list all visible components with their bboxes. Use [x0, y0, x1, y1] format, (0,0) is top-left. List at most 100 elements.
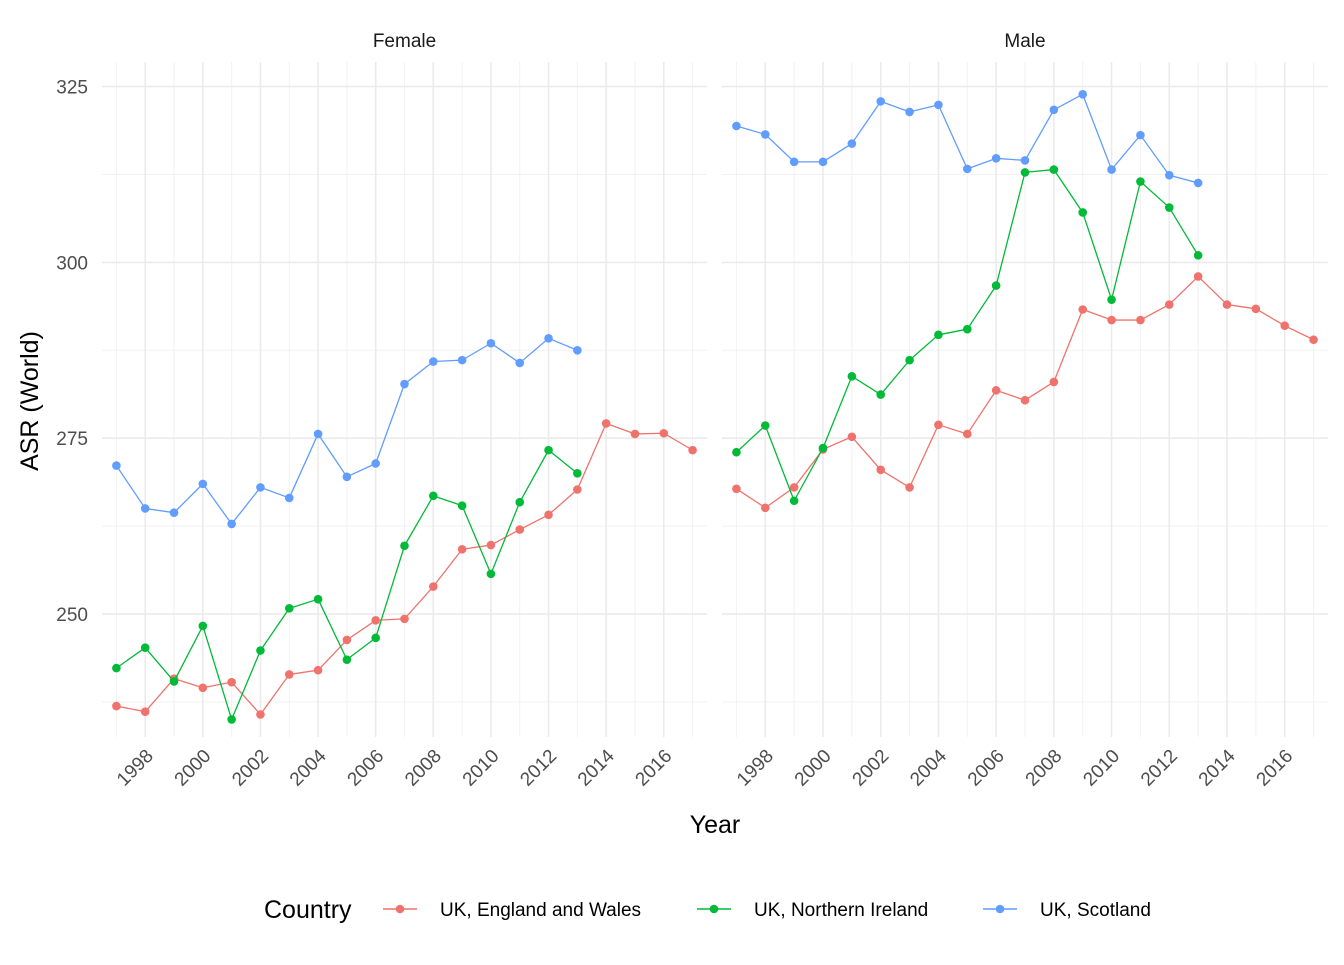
data-point — [198, 683, 208, 693]
x-tick-label: 1998 — [113, 746, 158, 791]
data-point — [457, 501, 467, 510]
panels-layer: Female 1998 2000 2002 2004 2006 2008 2010 2012 20… — [56, 31, 1328, 790]
data-point — [847, 432, 857, 442]
data-point — [140, 643, 150, 653]
data-point — [429, 491, 438, 501]
data-point — [486, 540, 496, 550]
data-point — [630, 429, 640, 439]
legend-label: UK, Northern Ireland — [754, 900, 928, 921]
data-point — [400, 379, 409, 389]
legend-items: UK, England and Wales UK, Northern Irelan… — [383, 900, 1151, 921]
legend-item: UK, Scotland — [983, 900, 1151, 921]
data-point — [227, 677, 236, 687]
data-point — [284, 604, 294, 613]
series-uk-scotland — [112, 334, 582, 529]
data-point — [1107, 315, 1116, 325]
data-point — [1193, 178, 1203, 188]
data-point — [573, 345, 582, 355]
data-point — [342, 655, 352, 664]
data-point — [284, 670, 294, 679]
data-point — [962, 429, 972, 439]
data-point — [1136, 315, 1145, 325]
x-tick-label: 2002 — [228, 746, 273, 791]
data-point — [732, 484, 741, 494]
data-point — [876, 97, 886, 106]
data-point — [905, 355, 914, 365]
data-point — [1020, 395, 1030, 405]
data-point — [934, 100, 943, 110]
data-point — [905, 483, 914, 492]
data-point — [1164, 300, 1174, 309]
data-point — [732, 121, 741, 131]
data-point — [112, 663, 121, 673]
x-tick-label: 2012 — [1137, 746, 1182, 791]
data-point — [1164, 203, 1174, 212]
data-point — [905, 107, 914, 117]
data-point — [284, 493, 294, 503]
data-point — [876, 390, 886, 399]
y-tick-label: 275 — [56, 429, 88, 450]
data-point — [573, 485, 582, 494]
data-point — [227, 715, 236, 724]
legend-item: UK, Northern Ireland — [697, 900, 928, 921]
facet-label: Female — [373, 31, 436, 52]
data-point — [198, 479, 208, 489]
series-uk-northern-ireland — [112, 445, 582, 724]
x-tick-label: 2006 — [964, 746, 1009, 791]
data-point — [112, 461, 121, 470]
series-uk-northern-ireland — [732, 165, 1203, 506]
data-point — [962, 324, 972, 334]
data-point — [818, 157, 828, 167]
data-point — [991, 281, 1001, 290]
data-point — [544, 510, 553, 520]
data-point — [934, 420, 943, 430]
y-tick-label: 300 — [56, 253, 88, 274]
data-point — [1020, 156, 1030, 165]
data-point — [198, 621, 208, 631]
data-point — [429, 582, 438, 591]
data-point — [1049, 105, 1059, 115]
data-point — [1251, 304, 1261, 314]
data-point — [400, 541, 409, 551]
x-tick-label: 2002 — [849, 746, 894, 791]
data-point — [140, 504, 150, 513]
data-point — [371, 615, 380, 625]
data-point — [789, 157, 799, 167]
data-point — [515, 497, 525, 507]
data-point — [1193, 251, 1203, 260]
x-tick-label: 2008 — [1022, 746, 1067, 791]
data-point — [313, 429, 323, 439]
data-point — [847, 139, 857, 148]
x-tick-label: 2000 — [171, 746, 216, 791]
x-tick-label: 2016 — [1253, 746, 1298, 791]
data-point — [371, 459, 380, 468]
legend-label: UK, England and Wales — [440, 900, 641, 921]
data-point — [140, 707, 150, 716]
x-tick-label: 2006 — [344, 746, 389, 791]
data-point — [457, 355, 467, 365]
x-axis-title: Year — [690, 811, 741, 839]
data-point — [227, 519, 236, 529]
data-point — [486, 338, 496, 348]
data-point — [1222, 300, 1232, 309]
data-point — [1136, 130, 1145, 140]
data-point — [876, 465, 886, 475]
x-tick-label: 2008 — [401, 746, 446, 791]
legend-title: Country — [264, 896, 352, 924]
data-point — [1107, 165, 1116, 174]
data-point — [1193, 272, 1203, 281]
y-axis-title: ASR (World) — [16, 331, 44, 471]
data-point — [847, 371, 857, 381]
x-tick-label: 1998 — [733, 746, 778, 791]
data-point — [1049, 377, 1059, 387]
series-uk-england-and-wales — [732, 272, 1318, 513]
data-point — [544, 445, 553, 455]
data-point — [371, 633, 380, 643]
data-point — [1107, 295, 1116, 304]
x-tick-label: 2010 — [459, 746, 504, 791]
data-point — [313, 665, 323, 675]
y-tick-label: 250 — [56, 605, 88, 626]
data-point — [1164, 170, 1174, 180]
data-point — [486, 569, 496, 579]
